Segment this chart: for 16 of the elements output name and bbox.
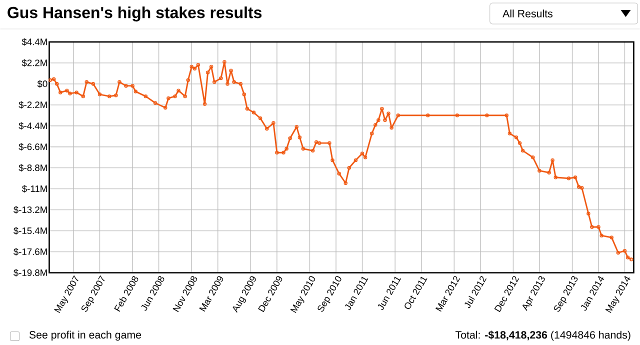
y-tick-label: $-4.4M [18,122,47,130]
chart-title: Gus Hansen's high stakes results [8,6,262,22]
y-tick-label: $0 [37,80,48,88]
y-tick-label: $-6.6M [18,143,47,151]
y-tick-label: $-13.2M [14,206,47,214]
y-tick-label: $-8.8M [18,164,47,172]
y-tick-label: $4.4M [22,38,47,46]
y-tick-label: $2.2M [22,59,47,67]
y-tick-label: $-15.4M [14,226,47,234]
text: Total: -$18,418,236 (1494846 hands) [455,330,630,341]
y-tick-label: $-17.6M [14,248,47,256]
y-tick-label: $-2.2M [18,101,47,109]
y-tick-label: $-11M [22,184,47,193]
text: All Results [502,9,552,18]
text: See profit in each game [29,330,142,341]
y-tick-label: $-19.8M [14,268,47,276]
